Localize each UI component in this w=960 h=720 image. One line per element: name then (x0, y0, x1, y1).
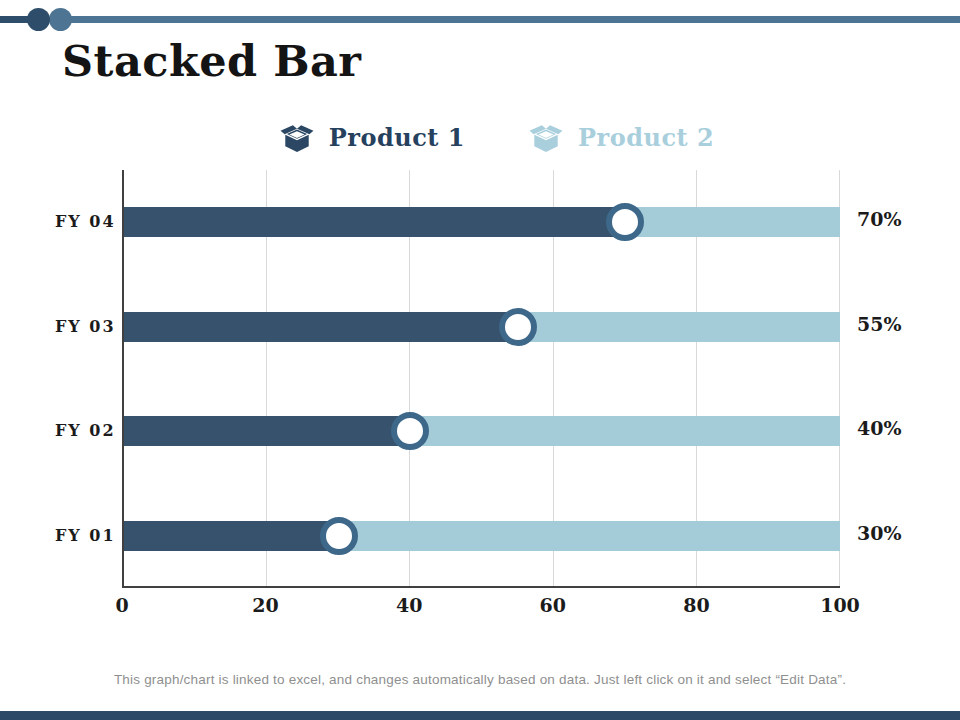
bar-row (124, 275, 840, 380)
bar-product1 (124, 416, 410, 446)
category-label: FY 02 (55, 421, 119, 440)
x-tick-label: 40 (374, 594, 444, 616)
page-title: Stacked Bar (62, 36, 362, 86)
value-label: 55% (857, 313, 937, 335)
footer-note: This graph/chart is linked to excel, and… (0, 672, 960, 687)
ornament-circle-dark (27, 8, 50, 31)
bar-row (124, 379, 840, 484)
x-tick-label: 100 (805, 594, 875, 616)
stack-junction-marker (499, 308, 537, 346)
value-label: 70% (857, 208, 937, 230)
category-label: FY 04 (55, 212, 119, 231)
category-label: FY 03 (55, 317, 119, 336)
x-tick-label: 80 (661, 594, 731, 616)
category-label: FY 01 (55, 526, 119, 545)
bottom-accent-bar (0, 711, 960, 720)
stack-junction-marker (320, 517, 358, 555)
bar-product1 (124, 312, 518, 342)
legend-label: Product 1 (329, 123, 465, 152)
bar-row (124, 170, 840, 275)
open-box-icon (278, 118, 316, 156)
x-tick-label: 20 (231, 594, 301, 616)
stack-junction-marker (606, 203, 644, 241)
legend-label: Product 2 (578, 123, 714, 152)
x-tick-label: 0 (87, 594, 157, 616)
bar-product1 (124, 207, 625, 237)
chart-legend: Product 1 Product 2 (16, 118, 960, 156)
value-label: 40% (857, 417, 937, 439)
value-label: 30% (857, 522, 937, 544)
legend-item-product-2: Product 2 (527, 118, 714, 156)
slide: Stacked Bar Product 1 (0, 0, 960, 720)
chart-area[interactable] (122, 170, 840, 588)
bar-product1 (124, 521, 339, 551)
bar-row (124, 484, 840, 589)
stack-junction-marker (391, 412, 429, 450)
ornament-line-right (70, 16, 960, 23)
x-tick-label: 60 (518, 594, 588, 616)
legend-item-product-1: Product 1 (278, 118, 465, 156)
open-box-icon (527, 118, 565, 156)
ornament-circle-light (49, 8, 72, 31)
